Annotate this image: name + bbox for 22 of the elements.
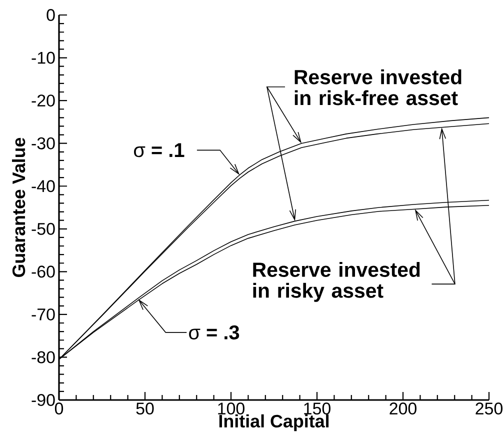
- x-tick-label: 50: [136, 402, 154, 415]
- y-tick-label: -20: [32, 94, 55, 107]
- y-tick-label: -10: [32, 52, 55, 64]
- y-axis-title: Guarantee Value: [12, 138, 26, 278]
- y-tick-label: -50: [32, 222, 55, 235]
- y-tick-label: -60: [32, 266, 55, 278]
- annotation: σ = .3: [189, 325, 240, 340]
- x-tick-label: 0: [54, 402, 64, 415]
- x-tick-label: 150: [304, 402, 330, 415]
- x-tick-label: 100: [218, 402, 244, 415]
- y-tick-label: 0: [46, 9, 55, 22]
- y-tick-label: -30: [32, 137, 55, 150]
- x-axis-title: Initial Capital: [219, 414, 329, 432]
- y-tick-label: -40: [32, 180, 55, 192]
- annotation: σ = .1: [134, 143, 184, 158]
- annotation: Reserve invested in risk-free asset: [294, 69, 462, 106]
- annotation: Reserve invested in risky asset: [253, 262, 420, 302]
- x-tick-label: 250: [476, 402, 502, 415]
- x-tick-label: 200: [390, 402, 416, 415]
- y-tick-label: -80: [32, 351, 55, 364]
- y-tick-label: -70: [32, 308, 55, 320]
- y-tick-label: -90: [32, 394, 55, 406]
